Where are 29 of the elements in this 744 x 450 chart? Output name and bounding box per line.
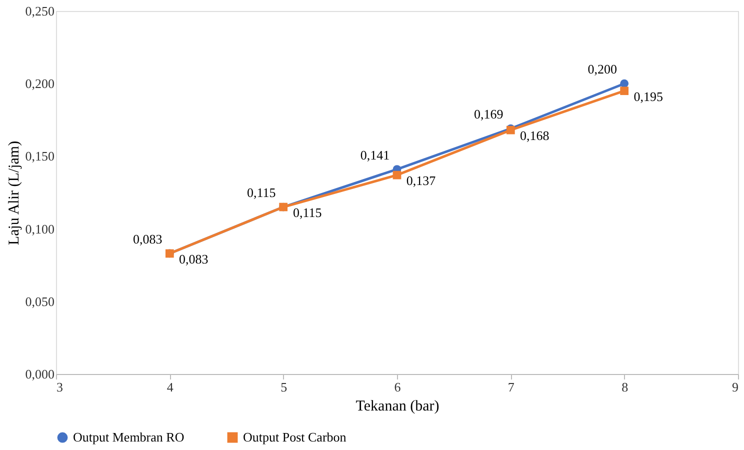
point bbox=[620, 86, 629, 96]
x-tick-label: 4 bbox=[166, 380, 174, 394]
x-tick-label: 3 bbox=[56, 380, 63, 394]
data-label: 0,115 bbox=[292, 205, 322, 220]
x-tick-label: 5 bbox=[280, 380, 288, 394]
x-tick-label: 8 bbox=[622, 380, 628, 394]
y-tick-label: 0,250 bbox=[25, 4, 54, 18]
data-label: 0,200 bbox=[588, 62, 617, 77]
data-label: 0,083 bbox=[179, 251, 208, 266]
data-label: 0,168 bbox=[520, 128, 550, 144]
legend-label: Output Post Carbon bbox=[243, 430, 347, 445]
x-tick-label: 6 bbox=[394, 380, 402, 394]
y-tick-label: 0,200 bbox=[25, 76, 54, 92]
data-label: 0,169 bbox=[474, 106, 504, 122]
data-label: 0,195 bbox=[634, 88, 663, 104]
y-tick-label: 0,150 bbox=[25, 148, 54, 164]
y-tick-label: 0,050 bbox=[25, 294, 54, 309]
data-label: 0,083 bbox=[133, 231, 162, 246]
legend-label: Output Membran RO bbox=[73, 430, 184, 445]
y-tick-label: 0,000 bbox=[25, 366, 54, 382]
x-tick-label: 7 bbox=[508, 380, 515, 394]
x-axis-title: Tekanan (bar) bbox=[356, 398, 440, 414]
data-label: 0,115 bbox=[246, 185, 276, 200]
y-axis-title: Laju Alir (L/jam) bbox=[6, 140, 22, 246]
data-label: 0,137 bbox=[406, 173, 436, 188]
data-label: 0,141 bbox=[360, 147, 390, 162]
point bbox=[392, 170, 402, 180]
x-tick-label: 9 bbox=[732, 380, 738, 394]
y-tick-label: 0,100 bbox=[25, 221, 54, 236]
